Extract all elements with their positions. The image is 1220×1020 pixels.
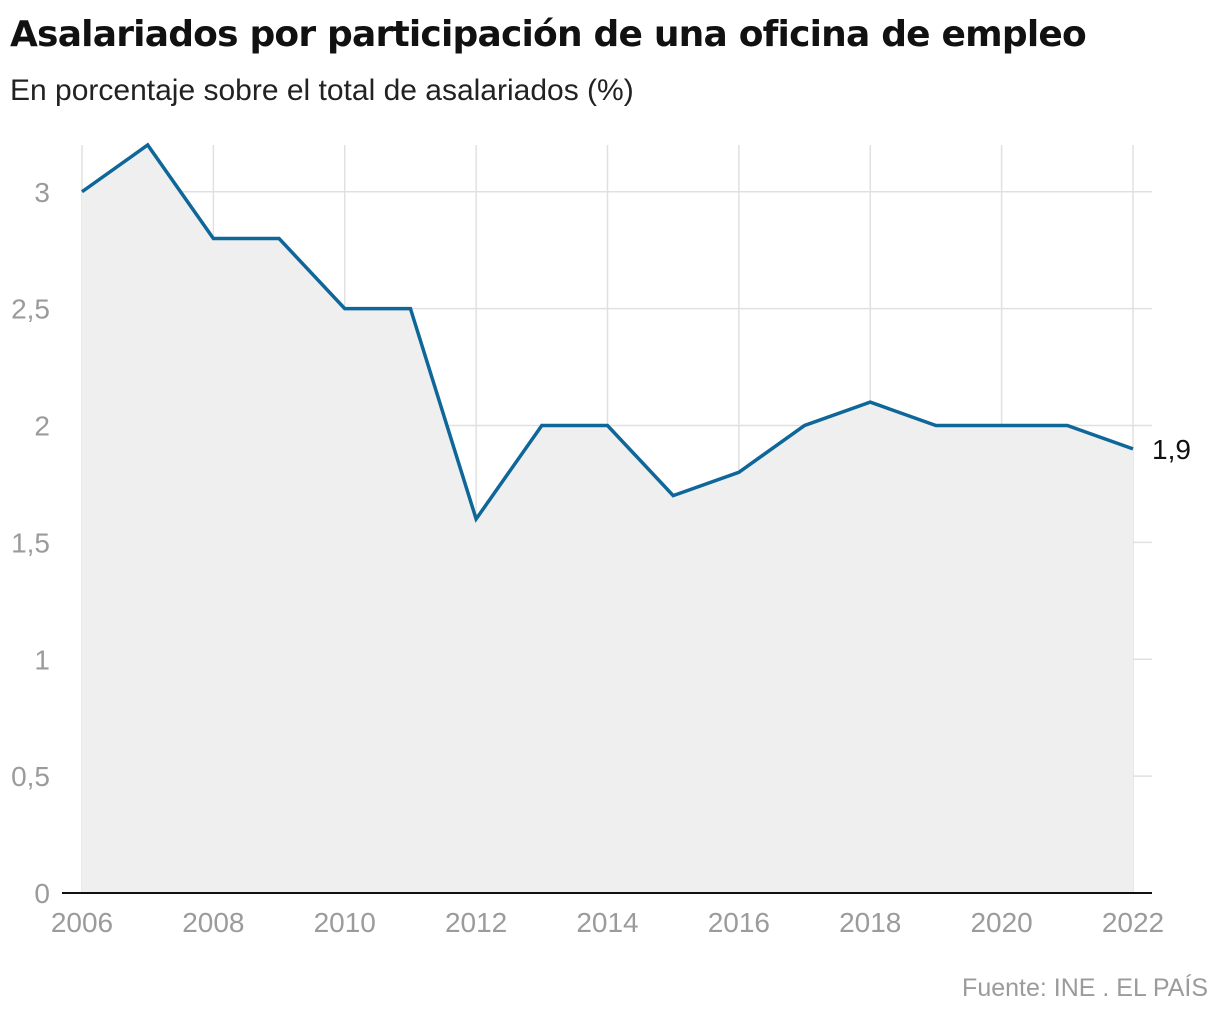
end-value-label: 1,9 — [1152, 434, 1191, 465]
data-point — [540, 424, 544, 428]
line-layer — [80, 142, 1134, 523]
y-tick-label: 1,5 — [11, 527, 50, 558]
x-tick-label: 2016 — [708, 907, 770, 938]
x-tick-label: 2020 — [970, 907, 1032, 938]
data-point — [277, 237, 281, 241]
data-point — [737, 470, 741, 474]
x-tick-label: 2018 — [839, 907, 901, 938]
data-point — [868, 400, 872, 404]
data-point — [1065, 424, 1069, 428]
data-point — [934, 424, 938, 428]
chart-subtitle: En porcentaje sobre el total de asalaria… — [10, 74, 634, 107]
x-tick-label: 2022 — [1102, 907, 1164, 938]
data-point — [211, 237, 215, 241]
y-tick-label: 0,5 — [11, 761, 50, 792]
data-point — [146, 143, 150, 147]
y-tick-label: 1 — [34, 644, 50, 675]
area-fill — [82, 145, 1133, 893]
data-point — [408, 307, 412, 311]
x-tick-label: 2012 — [445, 907, 507, 938]
x-tick-label: 2014 — [576, 907, 638, 938]
label-layer: 0 0,5 1 1,5 2 2,5 3 2006 2008 2010 2012 2014 2016 201… — [11, 177, 1191, 938]
data-point — [474, 517, 478, 521]
data-point — [1000, 424, 1004, 428]
data-point — [803, 424, 807, 428]
x-tick-label: 2006 — [51, 907, 113, 938]
data-point — [80, 190, 84, 194]
x-tick-label: 2010 — [314, 907, 376, 938]
x-tick-label: 2008 — [182, 907, 244, 938]
data-point — [343, 307, 347, 311]
source-note: Fuente: INE . EL PAÍS — [962, 974, 1208, 1002]
chart-title: Asalariados por participación de una ofi… — [10, 14, 1087, 55]
area-layer — [82, 145, 1133, 893]
y-tick-label: 2 — [34, 411, 50, 442]
series-line — [80, 142, 1134, 523]
y-tick-label: 0 — [34, 878, 50, 909]
data-point — [606, 424, 610, 428]
y-tick-label: 2,5 — [11, 294, 50, 325]
y-tick-label: 3 — [34, 177, 50, 208]
data-point — [1131, 447, 1135, 451]
data-point — [671, 494, 675, 498]
